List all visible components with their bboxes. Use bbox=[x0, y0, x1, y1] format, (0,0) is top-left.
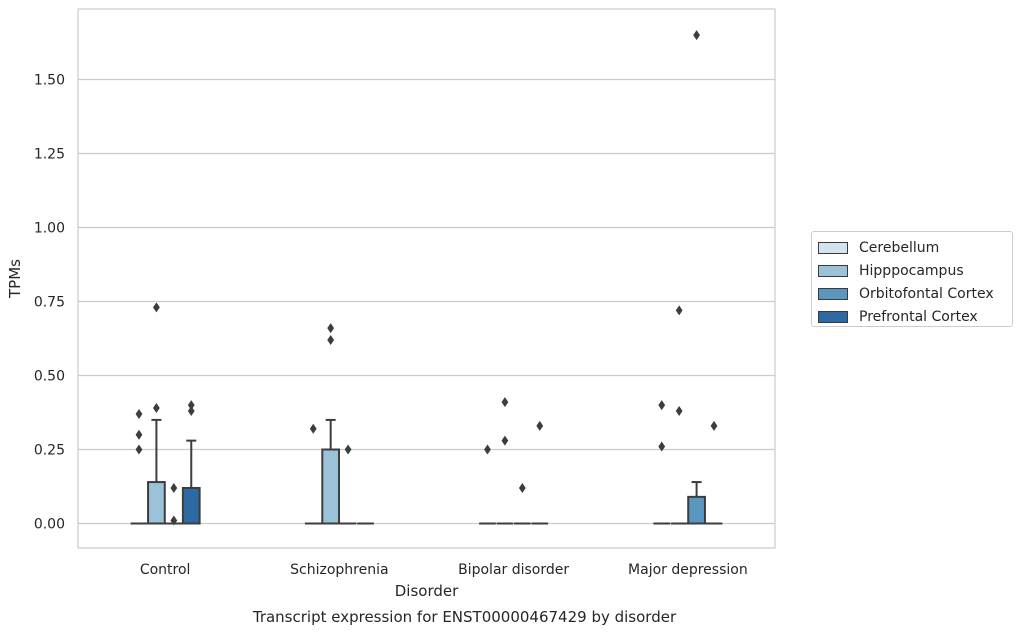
outlier-point bbox=[501, 397, 509, 408]
outlier-point bbox=[170, 515, 178, 526]
x-tick-label: Major depression bbox=[628, 562, 748, 578]
outlier-layer bbox=[135, 30, 718, 526]
outlier-point bbox=[675, 305, 683, 316]
outlier-point bbox=[135, 444, 143, 455]
outlier-point bbox=[693, 30, 700, 41]
outlier-point bbox=[135, 408, 143, 419]
y-tick-label: 0.75 bbox=[34, 295, 65, 311]
outlier-point bbox=[153, 403, 160, 414]
y-tick-label: 0.25 bbox=[34, 443, 65, 459]
y-axis-title: TPMs bbox=[6, 259, 24, 299]
legend-swatch bbox=[818, 264, 848, 277]
grid-layer bbox=[78, 78, 775, 525]
box-body bbox=[321, 448, 341, 525]
box-hipppocampus-control bbox=[147, 418, 166, 525]
x-axis-title: Disorder bbox=[395, 582, 459, 600]
outlier-point bbox=[153, 302, 160, 313]
outlier-point bbox=[518, 482, 526, 493]
y-tick-label: 0.00 bbox=[34, 517, 65, 533]
x-tick-labels: Control Schizophrenia Bipolar disorder Majo… bbox=[140, 562, 748, 578]
legend-item: Hipppocampus bbox=[818, 259, 1006, 282]
box-body bbox=[687, 495, 706, 525]
outlier-point bbox=[658, 400, 666, 411]
y-tick-label: 1.50 bbox=[34, 73, 65, 89]
box-layer bbox=[130, 418, 723, 525]
legend: Cerebellum Hipppocampus Orbitofontal Corte… bbox=[811, 231, 1013, 327]
outlier-point bbox=[536, 420, 544, 431]
y-tick-label: 1.00 bbox=[34, 221, 65, 237]
outlier-point bbox=[187, 406, 195, 417]
outlier-point bbox=[710, 420, 718, 431]
legend-label: Hipppocampus bbox=[859, 262, 964, 279]
outlier-point bbox=[327, 323, 335, 334]
outlier-point bbox=[484, 444, 491, 455]
outlier-point bbox=[135, 429, 143, 440]
legend-label: Orbitofontal Cortex bbox=[859, 285, 994, 302]
box-orbitofontal-cortex-major-depression bbox=[687, 481, 706, 525]
legend-item: Cerebellum bbox=[818, 236, 1006, 259]
outlier-point bbox=[675, 406, 683, 417]
legend-item: Orbitofontal Cortex bbox=[818, 282, 1006, 305]
plot-frame bbox=[77, 8, 776, 549]
legend-swatch bbox=[818, 241, 848, 254]
box-hipppocampus-schizophrenia bbox=[321, 418, 341, 525]
y-tick-label: 0.50 bbox=[34, 369, 65, 385]
outlier-point bbox=[501, 435, 509, 446]
legend-swatch bbox=[818, 310, 848, 323]
box-body bbox=[181, 486, 201, 525]
x-tick-label: Schizophrenia bbox=[290, 562, 388, 578]
y-tick-label: 1.25 bbox=[34, 147, 65, 163]
box-prefrontal-cortex-control bbox=[181, 439, 201, 525]
outlier-point bbox=[327, 334, 335, 345]
outlier-point bbox=[344, 444, 352, 455]
legend-swatch bbox=[818, 287, 848, 300]
outlier-point bbox=[658, 441, 666, 452]
outlier-point bbox=[187, 400, 195, 411]
box-body bbox=[147, 481, 166, 525]
x-tick-label: Control bbox=[140, 562, 191, 578]
outlier-point bbox=[309, 423, 317, 434]
legend-label: Prefrontal Cortex bbox=[859, 308, 978, 325]
legend-item: Prefrontal Cortex bbox=[818, 305, 1006, 328]
outlier-point bbox=[170, 482, 178, 493]
y-tick-labels: 0.00 0.25 0.50 0.75 1.00 1.25 1.50 bbox=[34, 73, 65, 533]
x-tick-label: Bipolar disorder bbox=[458, 562, 569, 578]
legend-label: Cerebellum bbox=[859, 239, 940, 256]
chart-title: Transcript expression for ENST0000046742… bbox=[252, 608, 677, 626]
